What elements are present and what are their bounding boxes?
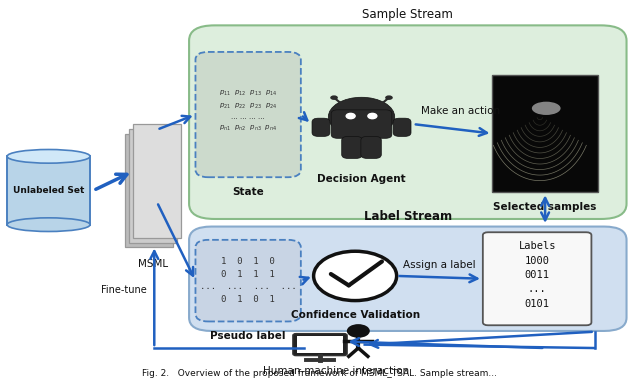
Bar [133,125,180,239]
Circle shape [328,97,395,137]
Text: Decision Agent: Decision Agent [317,174,406,184]
FancyBboxPatch shape [342,136,362,158]
FancyBboxPatch shape [195,52,301,177]
Text: Sample Stream: Sample Stream [362,8,453,21]
FancyBboxPatch shape [189,26,627,219]
FancyBboxPatch shape [293,334,347,355]
Bar [129,129,177,243]
Circle shape [347,324,370,338]
Bar [298,336,342,353]
FancyBboxPatch shape [312,118,330,136]
Text: Assign a label: Assign a label [403,259,476,269]
FancyBboxPatch shape [7,156,90,225]
Text: Unlabeled Set: Unlabeled Set [13,186,84,195]
Text: Make an action: Make an action [421,106,500,116]
Text: Selected samples: Selected samples [493,202,596,212]
Circle shape [368,114,377,118]
FancyBboxPatch shape [393,118,411,136]
Circle shape [385,95,393,100]
Text: Fig. 2.   Overview of the proposed framework of MSML_TSAL. Sample stream...: Fig. 2. Overview of the proposed framewo… [143,370,497,378]
Circle shape [314,251,397,301]
Text: Label Stream: Label Stream [364,210,452,223]
Text: $p_{11}$  $p_{12}$  $p_{13}$  $p_{14}$
$p_{21}$  $p_{22}$  $p_{23}$  $p_{24}$
..: $p_{11}$ $p_{12}$ $p_{13}$ $p_{14}$ $p_{… [219,89,277,133]
FancyBboxPatch shape [483,232,591,325]
Circle shape [330,95,338,100]
Text: Labels
1000
0011
...
0101: Labels 1000 0011 ... 0101 [518,241,556,309]
Text: State: State [232,187,264,197]
Bar [492,75,598,192]
Ellipse shape [532,102,561,115]
Text: Fine-tune: Fine-tune [100,285,147,295]
Text: Human-machine interaction: Human-machine interaction [263,366,409,376]
Ellipse shape [7,218,90,232]
FancyBboxPatch shape [195,240,301,322]
FancyBboxPatch shape [189,227,627,331]
Text: 1  0  1  0
0  1  1  1
...  ...  ...  ...
0  1  0  1: 1 0 1 0 0 1 1 1 ... ... ... ... 0 1 0 1 [200,258,296,304]
Circle shape [346,114,355,118]
Bar [125,134,173,247]
Text: Confidence Validation: Confidence Validation [291,310,420,320]
Text: MSML: MSML [138,259,168,269]
FancyBboxPatch shape [361,136,381,158]
Text: Pseudo label: Pseudo label [211,331,286,341]
FancyBboxPatch shape [331,110,392,138]
Ellipse shape [7,149,90,163]
